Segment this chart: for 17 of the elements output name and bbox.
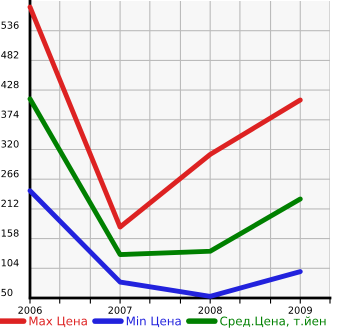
y-tick-label: 266: [1, 170, 19, 178]
y-tick-label: 428: [1, 80, 19, 88]
y-tick-label: 212: [1, 200, 18, 207]
legend-label: Min Цена: [126, 316, 181, 328]
y-tick-label: 536: [1, 21, 19, 29]
x-tick-label: 2007: [108, 306, 132, 314]
x-tick-label: 2006: [18, 306, 42, 314]
x-tick-label: 2009: [288, 306, 312, 314]
y-tick-label: 104: [2, 259, 19, 266]
y-tick-label: 482: [1, 51, 18, 59]
y-tick-label: 50: [1, 288, 12, 296]
legend-label: Max Цена: [30, 316, 87, 328]
legend-label: Сред.Цена, т.йен: [220, 316, 326, 328]
y-tick-label: 158: [2, 229, 19, 237]
y-tick-label: 374: [1, 110, 19, 118]
y-tick-label: 320: [1, 140, 19, 148]
x-tick-label: 2008: [198, 306, 222, 314]
